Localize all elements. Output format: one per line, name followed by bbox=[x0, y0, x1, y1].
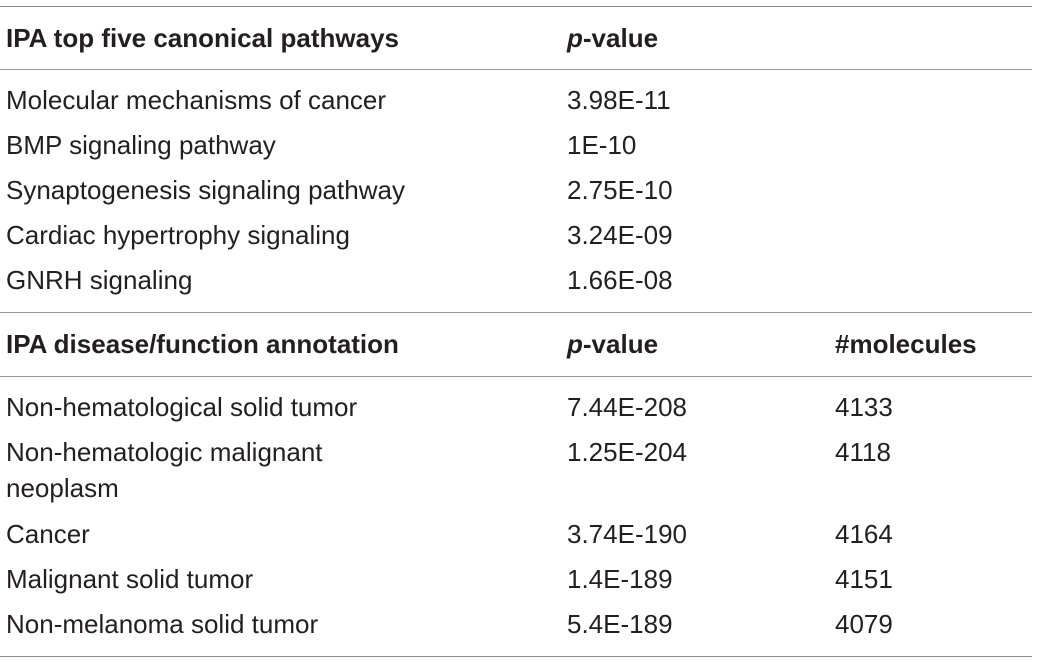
section1-header-rule bbox=[0, 69, 1032, 70]
section2-header-name: IPA disease/function annotation bbox=[6, 329, 399, 359]
annotation-pvalue: 7.44E-208 bbox=[567, 392, 687, 422]
table-top-rule bbox=[0, 6, 1032, 7]
section1-header-name: IPA top five canonical pathways bbox=[6, 23, 399, 53]
annotation-name: Non-hematological solid tumor bbox=[6, 392, 358, 422]
pathway-name: Molecular mechanisms of cancer bbox=[6, 85, 387, 115]
annotation-molecules: 4133 bbox=[835, 392, 893, 422]
pathway-pvalue: 3.98E-11 bbox=[567, 85, 671, 115]
annotation-pvalue: 1.4E-189 bbox=[567, 564, 673, 594]
pvalue-italic-p: p bbox=[567, 23, 583, 53]
annotation-pvalue: 1.25E-204 bbox=[567, 437, 687, 467]
section2-header-molecules: #molecules bbox=[835, 329, 977, 359]
section-divider-rule bbox=[0, 312, 1032, 313]
annotation-pvalue: 5.4E-189 bbox=[567, 609, 673, 639]
pathway-pvalue: 3.24E-09 bbox=[567, 220, 673, 250]
table-bottom-rule bbox=[0, 656, 1032, 657]
annotation-name: Non-hematologic malignant neoplasm bbox=[6, 437, 323, 503]
section2-header-pvalue: p-value bbox=[567, 326, 658, 362]
annotation-name: Malignant solid tumor bbox=[6, 564, 254, 594]
pvalue-suffix: -value bbox=[582, 23, 659, 53]
annotation-name: Non-melanoma solid tumor bbox=[6, 609, 319, 639]
pathway-pvalue: 1.66E-08 bbox=[567, 265, 673, 295]
annotation-molecules: 4151 bbox=[835, 564, 893, 594]
pathway-pvalue: 1E-10 bbox=[567, 130, 637, 160]
pathway-name: BMP signaling pathway bbox=[6, 130, 276, 160]
section1-header-pvalue: p-value bbox=[567, 20, 658, 56]
annotation-name: Cancer bbox=[6, 519, 90, 549]
annotation-molecules: 4164 bbox=[835, 519, 893, 549]
pathway-name: Synaptogenesis signaling pathway bbox=[6, 175, 405, 205]
annotation-molecules: 4079 bbox=[835, 609, 893, 639]
section2-header-rule bbox=[0, 376, 1032, 377]
pathway-name: GNRH signaling bbox=[6, 265, 193, 295]
pvalue-italic-p: p bbox=[567, 329, 583, 359]
annotation-pvalue: 3.74E-190 bbox=[567, 519, 687, 549]
annotation-molecules: 4118 bbox=[835, 437, 891, 467]
pathway-pvalue: 2.75E-10 bbox=[567, 175, 673, 205]
pvalue-suffix: -value bbox=[582, 329, 659, 359]
pathway-name: Cardiac hypertrophy signaling bbox=[6, 220, 350, 250]
